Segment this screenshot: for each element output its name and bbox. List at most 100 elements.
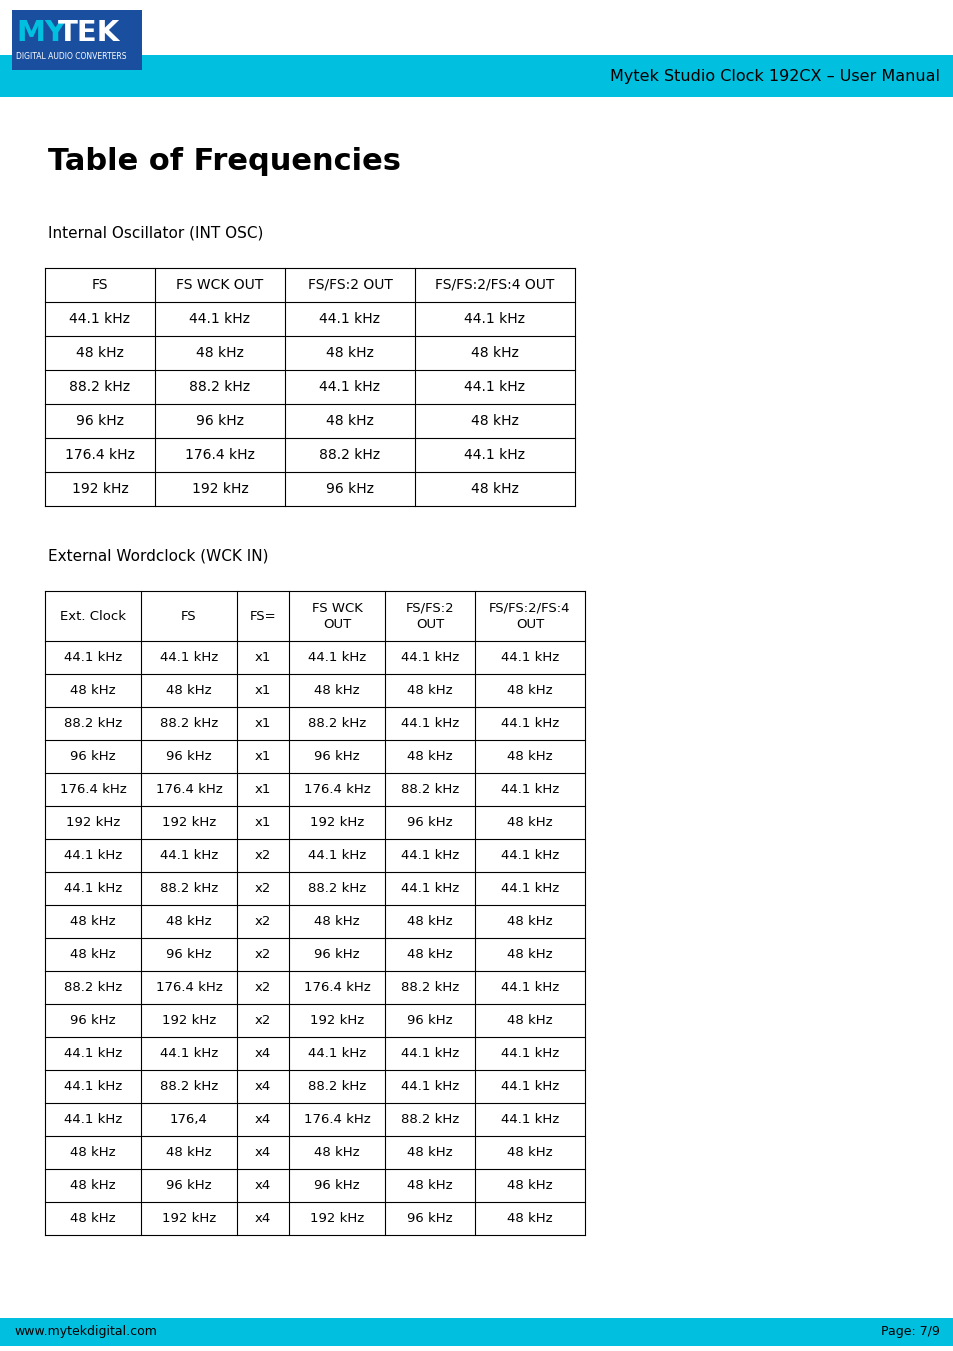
Text: 44.1 kHz: 44.1 kHz	[64, 651, 122, 663]
Text: 44.1 kHz: 44.1 kHz	[160, 848, 218, 862]
Text: 176,4: 176,4	[170, 1113, 208, 1125]
Text: 44.1 kHz: 44.1 kHz	[500, 981, 558, 994]
Text: x4: x4	[254, 1079, 271, 1093]
Text: 96 kHz: 96 kHz	[326, 482, 374, 496]
Text: 48 kHz: 48 kHz	[507, 1146, 552, 1159]
Text: x2: x2	[254, 981, 271, 994]
Text: 192 kHz: 192 kHz	[310, 816, 364, 830]
Text: 96 kHz: 96 kHz	[407, 816, 453, 830]
Text: FS/FS:2/FS:4
OUT: FS/FS:2/FS:4 OUT	[489, 601, 570, 631]
Text: 48 kHz: 48 kHz	[71, 915, 115, 928]
Text: 48 kHz: 48 kHz	[166, 915, 212, 928]
Text: x1: x1	[254, 717, 271, 730]
Text: 88.2 kHz: 88.2 kHz	[400, 784, 458, 796]
Text: 48 kHz: 48 kHz	[314, 684, 359, 697]
Text: 48 kHz: 48 kHz	[507, 684, 552, 697]
Text: 192 kHz: 192 kHz	[71, 482, 129, 496]
Text: 44.1 kHz: 44.1 kHz	[64, 1047, 122, 1061]
Text: 44.1 kHz: 44.1 kHz	[500, 848, 558, 862]
Text: 48 kHz: 48 kHz	[407, 915, 453, 928]
Text: 96 kHz: 96 kHz	[407, 1212, 453, 1225]
Text: 88.2 kHz: 88.2 kHz	[308, 717, 366, 730]
Text: 44.1 kHz: 44.1 kHz	[190, 312, 251, 326]
Text: FS/FS:2 OUT: FS/FS:2 OUT	[307, 278, 392, 292]
Text: 48 kHz: 48 kHz	[471, 482, 518, 496]
Text: TEK: TEK	[58, 19, 120, 47]
Bar	[0, 55, 953, 97]
Text: 96 kHz: 96 kHz	[407, 1015, 453, 1027]
Text: 192 kHz: 192 kHz	[310, 1212, 364, 1225]
Text: 48 kHz: 48 kHz	[507, 915, 552, 928]
Text: Mytek Studio Clock 192CX – User Manual: Mytek Studio Clock 192CX – User Manual	[609, 69, 939, 84]
Text: 88.2 kHz: 88.2 kHz	[400, 981, 458, 994]
Text: x4: x4	[254, 1047, 271, 1061]
Text: 96 kHz: 96 kHz	[71, 750, 115, 763]
Text: 44.1 kHz: 44.1 kHz	[308, 1047, 366, 1061]
Text: 96 kHz: 96 kHz	[166, 1179, 212, 1192]
Text: FS: FS	[181, 609, 196, 623]
Text: x1: x1	[254, 651, 271, 663]
Text: 88.2 kHz: 88.2 kHz	[190, 380, 251, 394]
Text: x4: x4	[254, 1146, 271, 1159]
Text: x4: x4	[254, 1113, 271, 1125]
Text: x2: x2	[254, 882, 271, 894]
Text: 88.2 kHz: 88.2 kHz	[400, 1113, 458, 1125]
Text: x2: x2	[254, 915, 271, 928]
Text: 192 kHz: 192 kHz	[162, 1015, 216, 1027]
Text: 48 kHz: 48 kHz	[407, 684, 453, 697]
Text: 96 kHz: 96 kHz	[195, 413, 244, 428]
Text: 48 kHz: 48 kHz	[196, 346, 244, 359]
Text: 44.1 kHz: 44.1 kHz	[64, 1113, 122, 1125]
Text: 44.1 kHz: 44.1 kHz	[400, 882, 458, 894]
Text: 48 kHz: 48 kHz	[507, 1212, 552, 1225]
Text: x4: x4	[254, 1212, 271, 1225]
Text: Ext. Clock: Ext. Clock	[60, 609, 126, 623]
Text: 44.1 kHz: 44.1 kHz	[500, 1079, 558, 1093]
Text: x2: x2	[254, 1015, 271, 1027]
Text: 48 kHz: 48 kHz	[407, 1179, 453, 1192]
Text: 48 kHz: 48 kHz	[507, 750, 552, 763]
Text: 44.1 kHz: 44.1 kHz	[64, 1079, 122, 1093]
Text: 44.1 kHz: 44.1 kHz	[64, 848, 122, 862]
Text: 48 kHz: 48 kHz	[71, 1212, 115, 1225]
Text: 48 kHz: 48 kHz	[314, 915, 359, 928]
Text: 44.1 kHz: 44.1 kHz	[319, 312, 380, 326]
Text: x2: x2	[254, 848, 271, 862]
Text: MY: MY	[16, 19, 66, 47]
Text: 192 kHz: 192 kHz	[310, 1015, 364, 1027]
Text: 192 kHz: 192 kHz	[162, 1212, 216, 1225]
Bar	[12, 9, 142, 70]
Text: 48 kHz: 48 kHz	[326, 346, 374, 359]
Text: 96 kHz: 96 kHz	[314, 1179, 359, 1192]
Text: 96 kHz: 96 kHz	[314, 948, 359, 961]
Text: 44.1 kHz: 44.1 kHz	[500, 1047, 558, 1061]
Text: 48 kHz: 48 kHz	[314, 1146, 359, 1159]
Text: 88.2 kHz: 88.2 kHz	[64, 981, 122, 994]
Text: 48 kHz: 48 kHz	[71, 1146, 115, 1159]
Text: Page: 7/9: Page: 7/9	[881, 1325, 939, 1339]
Text: x4: x4	[254, 1179, 271, 1192]
Text: 48 kHz: 48 kHz	[507, 948, 552, 961]
Text: x1: x1	[254, 750, 271, 763]
Text: FS/FS:2
OUT: FS/FS:2 OUT	[405, 601, 454, 631]
Text: 96 kHz: 96 kHz	[166, 948, 212, 961]
Text: 88.2 kHz: 88.2 kHz	[160, 717, 218, 730]
Text: 176.4 kHz: 176.4 kHz	[155, 784, 222, 796]
Text: 44.1 kHz: 44.1 kHz	[464, 380, 525, 394]
Text: 176.4 kHz: 176.4 kHz	[303, 784, 370, 796]
Text: 88.2 kHz: 88.2 kHz	[160, 1079, 218, 1093]
Text: 88.2 kHz: 88.2 kHz	[319, 449, 380, 462]
Text: x1: x1	[254, 784, 271, 796]
Text: 48 kHz: 48 kHz	[507, 1179, 552, 1192]
Text: 88.2 kHz: 88.2 kHz	[160, 882, 218, 894]
Text: 192 kHz: 192 kHz	[162, 816, 216, 830]
Text: 48 kHz: 48 kHz	[471, 413, 518, 428]
Text: 48 kHz: 48 kHz	[407, 750, 453, 763]
Text: Table of Frequencies: Table of Frequencies	[48, 147, 400, 177]
Text: 176.4 kHz: 176.4 kHz	[185, 449, 254, 462]
Text: 192 kHz: 192 kHz	[66, 816, 120, 830]
Text: 48 kHz: 48 kHz	[71, 948, 115, 961]
Text: 96 kHz: 96 kHz	[76, 413, 124, 428]
Text: 44.1 kHz: 44.1 kHz	[464, 449, 525, 462]
Text: 176.4 kHz: 176.4 kHz	[303, 981, 370, 994]
